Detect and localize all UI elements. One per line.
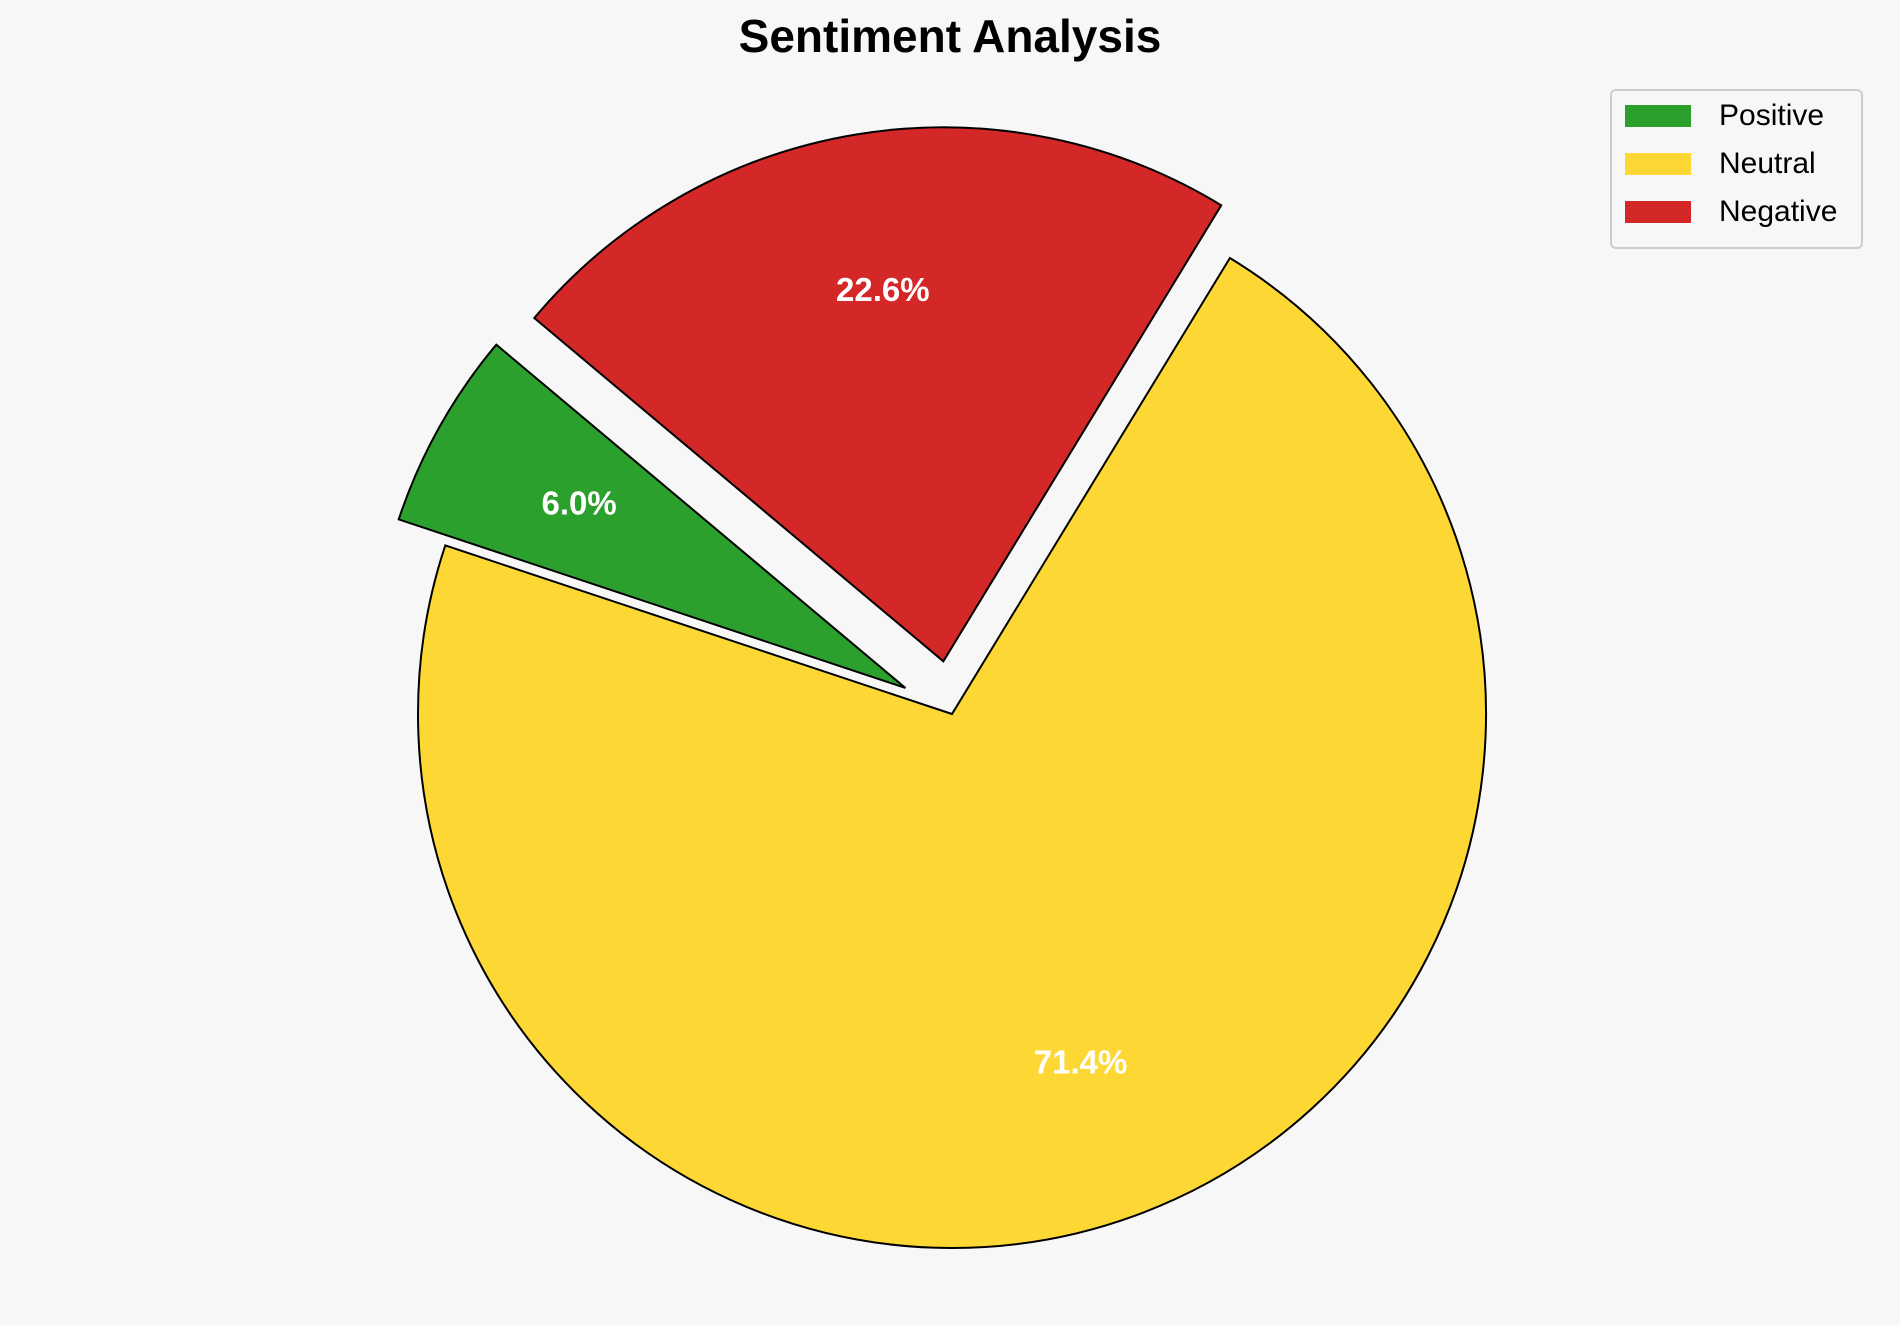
legend-label: Positive [1719, 99, 1824, 132]
slice-label: 22.6% [836, 271, 930, 308]
pie-slice [417, 256, 1487, 1249]
legend-label: Neutral [1719, 147, 1816, 180]
legend-label: Negative [1719, 195, 1837, 228]
legend-swatch [1625, 105, 1691, 127]
pie-slice [397, 343, 907, 689]
slice-label: 6.0% [541, 484, 616, 521]
pie-slice [532, 126, 1223, 663]
legend-swatch [1625, 153, 1691, 175]
legend-swatch [1625, 201, 1691, 223]
slice-label: 71.4% [1034, 1044, 1128, 1081]
chart-title: Sentiment Analysis [739, 10, 1162, 62]
